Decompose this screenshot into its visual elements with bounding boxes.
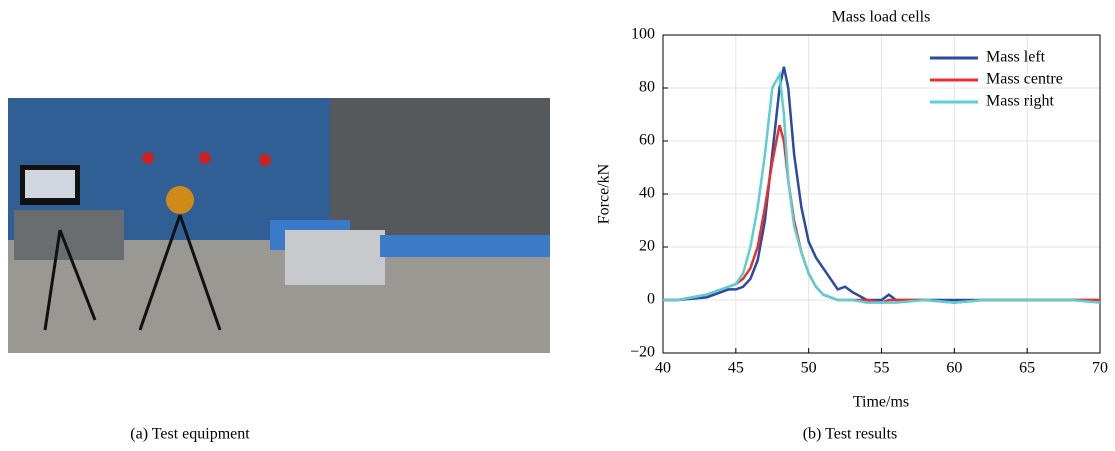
series-line bbox=[663, 70, 1101, 304]
legend-label: Mass right bbox=[986, 93, 1055, 110]
y-axis-label: Force/kN bbox=[596, 163, 613, 224]
y-tick-label: −20 bbox=[630, 344, 655, 361]
y-tick-label: 0 bbox=[647, 291, 655, 308]
x-tick-label: 70 bbox=[1092, 360, 1108, 377]
x-tick-label: 60 bbox=[946, 360, 962, 377]
y-tick-label: 40 bbox=[639, 185, 655, 202]
y-tick-label: 100 bbox=[631, 26, 655, 43]
caption: (b) Test results bbox=[803, 426, 898, 443]
plot-frame bbox=[662, 34, 1101, 354]
x-tick-label: 40 bbox=[655, 360, 671, 377]
legend-label: Mass centre bbox=[986, 71, 1063, 88]
y-tick-label: 60 bbox=[639, 132, 655, 149]
x-tick-label: 55 bbox=[874, 360, 890, 377]
x-tick-label: 65 bbox=[1019, 360, 1035, 377]
legend-label: Mass left bbox=[986, 49, 1046, 66]
chart-title: Mass load cells bbox=[832, 9, 931, 26]
photo bbox=[8, 98, 550, 353]
y-tick-label: 80 bbox=[639, 79, 655, 96]
x-axis-label: Time/ms bbox=[853, 394, 909, 411]
x-tick-label: 45 bbox=[728, 360, 744, 377]
caption: (a) Test equipment bbox=[130, 426, 250, 443]
y-tick-label: 20 bbox=[639, 238, 655, 255]
x-tick-label: 50 bbox=[801, 360, 817, 377]
